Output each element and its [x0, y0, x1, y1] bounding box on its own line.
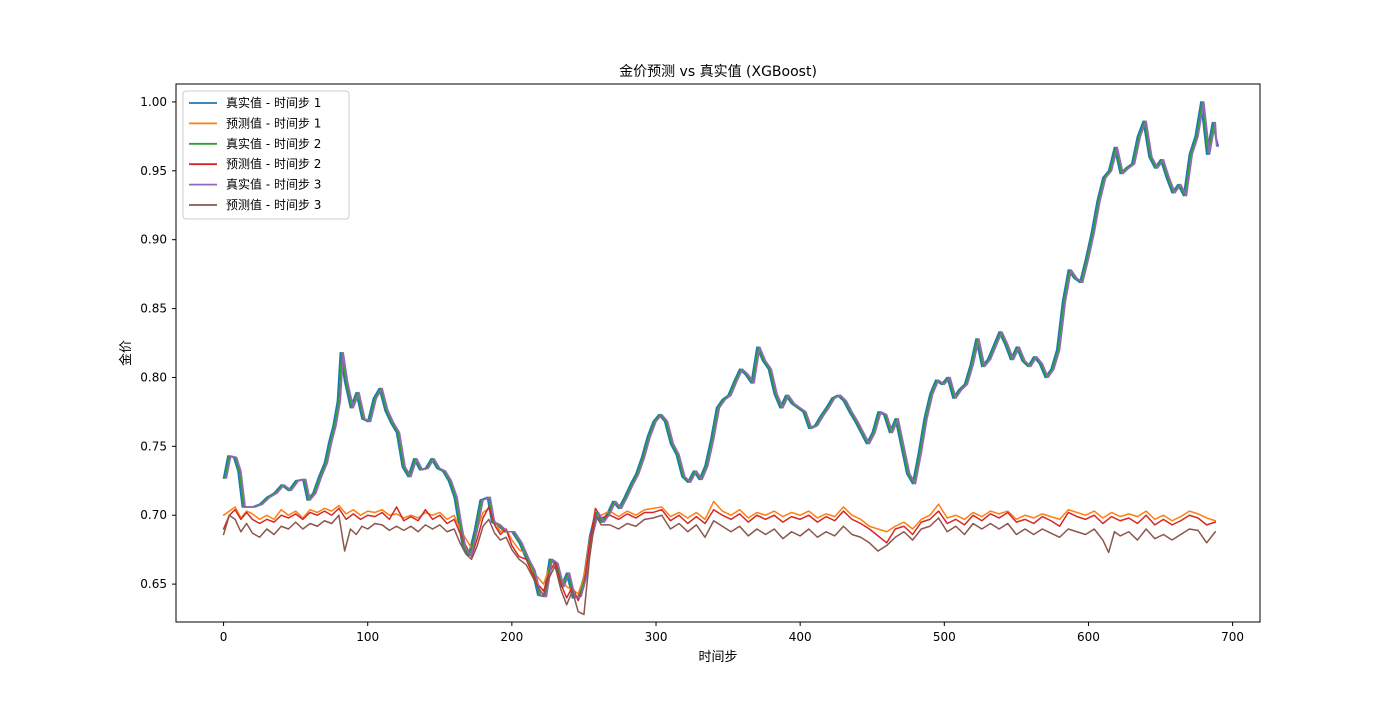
legend-box	[182, 90, 350, 220]
series-line-6	[222, 514, 1217, 616]
y-axis-ticks: 0.65 0.70 0.75 0.80 0.85 0.90 0.95 1.00	[140, 95, 176, 591]
legend-label: 真实值 - 时间步 2	[226, 136, 321, 151]
x-tick-label: 700	[1221, 630, 1244, 644]
series-line-4	[222, 506, 1217, 602]
y-tick-label: 0.90	[140, 233, 167, 247]
y-tick-label: 0.75	[140, 439, 167, 453]
y-tick-label: 0.85	[140, 302, 167, 316]
legend-label: 真实值 - 时间步 1	[226, 95, 321, 110]
series-line-5	[225, 101, 1218, 599]
x-tick-label: 100	[356, 630, 379, 644]
y-tick-label: 0.70	[140, 508, 167, 522]
y-tick-label: 0.65	[140, 577, 167, 591]
legend-label: 预测值 - 时间步 3	[226, 197, 321, 212]
y-axis-label: 金价	[118, 340, 134, 366]
series-line-2	[222, 500, 1217, 595]
x-axis-label: 时间步	[698, 650, 737, 665]
x-tick-label: 500	[933, 630, 956, 644]
legend: 真实值 - 时间步 1 预测值 - 时间步 1 真实值 - 时间步 2 预测值 - 时…	[182, 90, 350, 220]
legend-label: 真实值 - 时间步 3	[226, 177, 321, 192]
x-tick-label: 0	[220, 630, 228, 644]
y-tick-label: 1.00	[140, 95, 167, 109]
x-tick-label: 400	[789, 630, 812, 644]
x-axis-ticks: 0 100 200 300 400 500 600 700	[220, 622, 1244, 644]
legend-label: 预测值 - 时间步 2	[226, 156, 321, 171]
series-line-1	[222, 101, 1219, 599]
y-tick-label: 0.80	[140, 370, 167, 384]
x-tick-label: 200	[500, 630, 523, 644]
plot-frame	[175, 83, 1261, 623]
series-layer	[222, 101, 1219, 616]
y-tick-label: 0.95	[140, 164, 167, 178]
series-line-3	[224, 101, 1218, 599]
x-tick-label: 300	[645, 630, 668, 644]
x-tick-label: 600	[1077, 630, 1100, 644]
chart-title: 金价预测 vs 真实值 (XGBoost)	[619, 64, 817, 80]
legend-label: 预测值 - 时间步 1	[226, 115, 321, 130]
